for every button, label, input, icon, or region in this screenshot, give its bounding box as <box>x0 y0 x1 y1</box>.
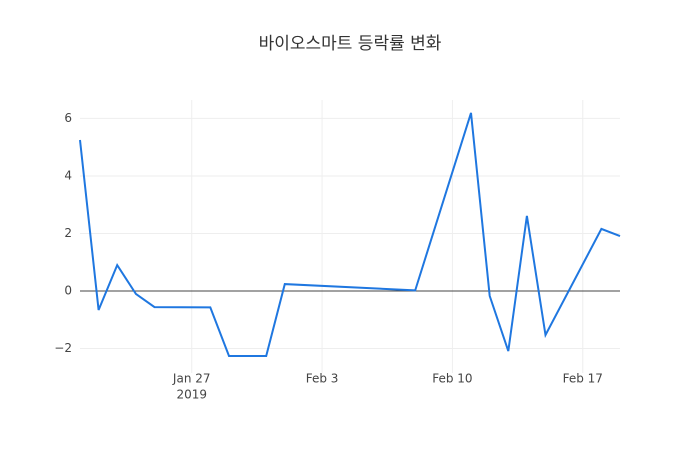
y-tick-label: 2 <box>64 226 72 240</box>
x-year-label: 2019 <box>176 388 207 402</box>
data-line <box>79 112 621 357</box>
x-tick-label: Jan 27 <box>172 372 211 386</box>
y-tick-label: 6 <box>64 111 72 125</box>
y-tick-label: 0 <box>64 284 72 298</box>
chart-title: 바이오스마트 등락률 변화 <box>259 34 442 54</box>
y-tick-label: 4 <box>64 168 72 182</box>
x-tick-label: Feb 17 <box>563 372 603 386</box>
x-tick-label: Feb 3 <box>306 372 339 386</box>
y-tick-label: −2 <box>54 341 72 355</box>
x-tick-label: Feb 10 <box>432 372 472 386</box>
